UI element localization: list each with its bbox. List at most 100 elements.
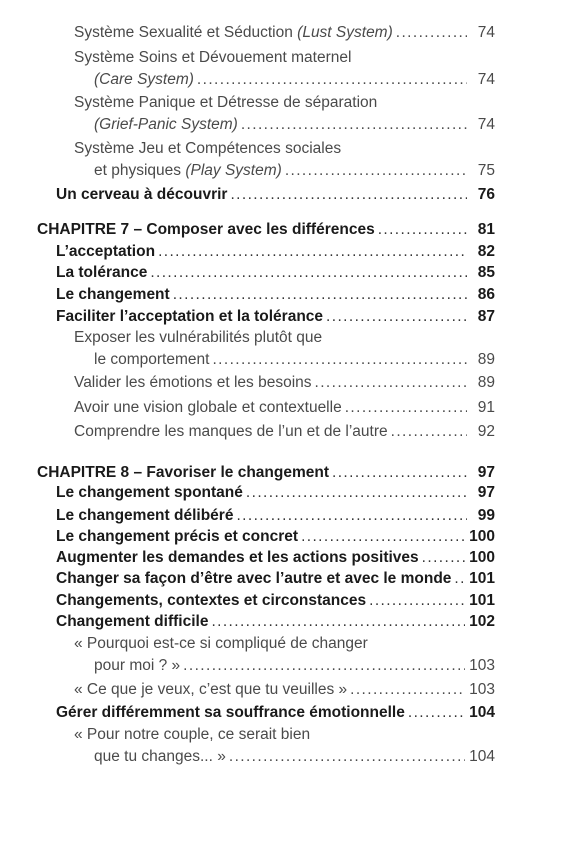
toc-entry-label: que tu changes... » [94,748,226,765]
toc-entry-comprendre-les-manques-de-l-un-et-de-l-a[interactable]: Comprendre les manques de l’un et de l’a… [74,421,495,442]
dot-leader [350,679,465,700]
page-number: 85 [477,264,495,281]
page-number: 81 [477,221,495,238]
page-number: 104 [469,748,495,765]
toc-entry-systeme-panique-et-detresse-de-separatio[interactable]: Système Panique et Détresse de séparatio… [74,92,495,135]
toc-entry-label: Système Sexualité et Séduction (Lust Sys… [74,24,393,41]
page-number: 86 [477,286,495,303]
toc-entry-le-changement-spontane[interactable]: Le changement spontané 97 [56,482,495,503]
page-number: 89 [477,374,495,391]
toc-entry-label: CHAPITRE 8 – Favoriser le changement [37,464,330,481]
page-number: 74 [477,116,495,133]
dot-leader [285,160,467,181]
toc-entry-label: (Care System) [94,69,194,90]
toc-entry-label-line: Système Soins et Dévouement maternel [74,49,352,66]
toc-entry-label: Augmenter les demandes et les actions po… [56,549,419,566]
toc-entry-label-line: Exposer les vulnérabilités plutôt que [74,329,323,346]
toc-entry-label-line: « Pour notre couple, ce serait bien [74,726,311,743]
toc-entry-augmenter-les-demandes-et-les-actions-po[interactable]: Augmenter les demandes et les actions po… [56,547,495,568]
dot-leader [173,284,467,305]
toc-entry-l-acceptation[interactable]: L’acceptation 82 [56,241,495,262]
chapter-entry-chapitre-8-favoriser-le-changement[interactable]: CHAPITRE 8 – Favoriser le changement 97 [37,462,495,483]
page-number: 101 [469,592,495,609]
toc-entry-label: Changements, contextes et circonstances [56,592,367,609]
toc-entry-pourquoi-est-ce-si-complique-de-changer[interactable]: « Pourquoi est-ce si compliqué de change… [74,633,495,676]
toc-entry-label: L’acceptation [56,243,156,260]
page-number: 82 [477,243,495,260]
page-number: 75 [477,162,495,179]
dot-leader [212,349,467,370]
dot-leader [422,547,465,568]
toc-entry-label: et physiques (Play System) [94,162,282,179]
toc-entry-exposer-les-vulnerabilites-plutot-que[interactable]: Exposer les vulnérabilités plutôt que le … [74,327,495,370]
dot-leader [246,482,467,503]
toc-entry-label: Changer sa façon d’être avec l’autre et … [56,570,452,587]
toc-entry-le-changement-precis-et-concret[interactable]: Le changement précis et concret 100 [56,526,495,547]
dot-leader [326,306,467,327]
toc-entry-label: Gérer différemment sa souffrance émotion… [56,704,405,721]
chapter-entry-chapitre-7-composer-avec-les-differences[interactable]: CHAPITRE 7 – Composer avec les différenc… [37,219,495,240]
page-number: 92 [477,423,495,440]
toc-entry-faciliter-l-acceptation-et-la-tolerance[interactable]: Faciliter l’acceptation et la tolérance 8… [56,306,495,327]
toc-entry-systeme-sexualite-et-seduction-lust-syst[interactable]: Système Sexualité et Séduction (Lust Sys… [74,22,495,43]
toc-entry-label: « Ce que je veux, c’est que tu veuilles … [74,681,348,698]
page-number: 104 [469,704,495,721]
toc-entry-label-line: Système Panique et Détresse de séparatio… [74,94,378,111]
toc-entry-le-changement[interactable]: Le changement 86 [56,284,495,305]
toc-entry-un-cerveau-a-decouvrir[interactable]: Un cerveau à découvrir 76 [56,184,495,205]
toc-entry-label: Avoir une vision globale et contextuelle [74,399,342,416]
dot-leader [230,184,467,205]
page-number: 102 [469,613,495,630]
toc-entry-label: le comportement [94,351,210,368]
dot-leader [236,505,467,526]
page-number: 99 [477,507,495,524]
italic-term: (Play System) [185,162,282,179]
dot-leader [408,702,465,723]
toc-entry-label: Un cerveau à découvrir [56,186,228,203]
toc-entry-label: pour moi ? » [94,657,181,674]
dot-leader [332,462,467,483]
toc-entry-la-tolerance[interactable]: La tolérance 85 [56,262,495,283]
toc-entry-changement-difficile[interactable]: Changement difficile 102 [56,611,495,632]
page-number: 76 [477,186,495,203]
dot-leader [315,372,467,393]
dot-leader [183,655,465,676]
toc-entry-changements-contextes-et-circonstances[interactable]: Changements, contextes et circonstances 1… [56,590,495,611]
toc-entry-ce-que-je-veux-c-est-que-tu-veuilles[interactable]: « Ce que je veux, c’est que tu veuilles … [74,679,495,700]
dot-leader [150,262,467,283]
toc-entry-label: Le changement spontané [56,484,243,501]
toc-entry-changer-sa-facon-d-etre-avec-l-autre-et-[interactable]: Changer sa façon d’être avec l’autre et … [56,568,495,589]
toc-entry-label: La tolérance [56,264,148,281]
toc-entry-le-changement-delibere[interactable]: Le changement délibéré 99 [56,505,495,526]
page-number: 74 [477,71,495,88]
toc-entry-label-line: Système Jeu et Compétences sociales [74,140,342,157]
dot-leader [211,611,465,632]
toc-entry-label: Faciliter l’acceptation et la tolérance [56,308,324,325]
italic-term: (Grief-Panic System) [94,116,238,133]
toc-entry-gerer-differemment-sa-souffrance-emotion[interactable]: Gérer différemment sa souffrance émotion… [56,702,495,723]
toc-entry-label: (Grief-Panic System) [94,114,238,135]
toc-entry-label: Valider les émotions et les besoins [74,374,312,391]
page-number: 103 [469,681,495,698]
toc-entry-label: Comprendre les manques de l’un et de l’a… [74,423,388,440]
page-number: 89 [477,351,495,368]
page-number: 97 [477,464,495,481]
toc-entry-valider-les-emotions-et-les-besoins[interactable]: Valider les émotions et les besoins 89 [74,372,495,393]
dot-leader [454,568,465,589]
toc-entry-label: CHAPITRE 7 – Composer avec les différenc… [37,221,375,238]
toc-entry-label: Changement difficile [56,613,209,630]
toc-entry-label: Le changement délibéré [56,507,234,524]
toc-entry-avoir-une-vision-globale-et-contextuelle[interactable]: Avoir une vision globale et contextuelle… [74,397,495,418]
page-number: 74 [477,24,495,41]
dot-leader [396,22,467,43]
page-number: 97 [477,484,495,501]
toc-entry-systeme-soins-et-devouement-maternel[interactable]: Système Soins et Dévouement maternel (Car… [74,47,495,90]
toc-entry-label: Le changement précis et concret [56,528,299,545]
toc-entry-systeme-jeu-et-competences-sociales[interactable]: Système Jeu et Compétences sociales et ph… [74,138,495,181]
page-number: 101 [469,570,495,587]
toc-entry-label: Le changement [56,286,170,303]
dot-leader [197,69,467,90]
toc-entry-pour-notre-couple-ce-serait-bien[interactable]: « Pour notre couple, ce serait bien que t… [74,724,495,767]
dot-leader [229,746,465,767]
italic-term: (Care System) [94,71,194,88]
